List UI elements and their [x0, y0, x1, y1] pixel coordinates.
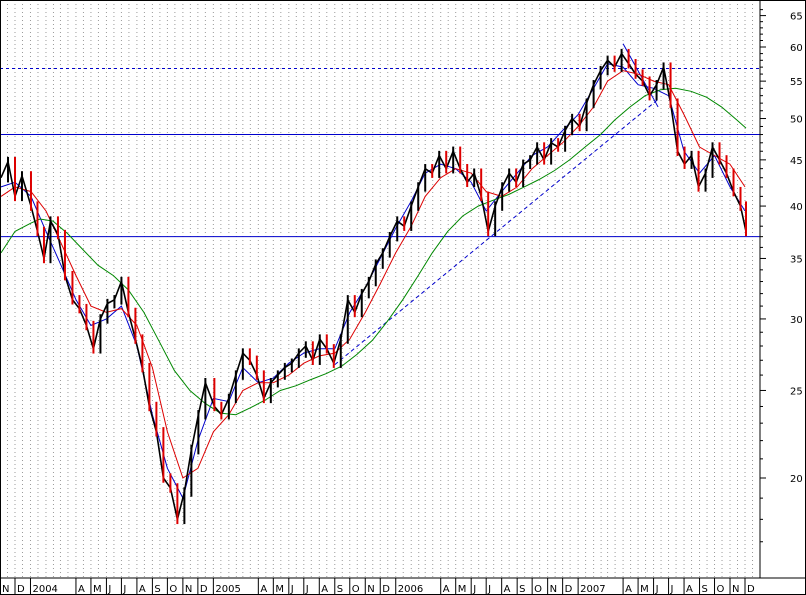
y-tick-label: 50 [790, 115, 803, 126]
x-month-label: S [702, 584, 708, 595]
x-month-label: A [321, 584, 328, 595]
x-month-label: J [487, 584, 491, 595]
x-month-label: O [717, 584, 725, 595]
x-month-label: S [519, 584, 525, 595]
price-series-line [0, 52, 747, 520]
x-month-label: D [565, 584, 573, 595]
x-year-label: 2004 [32, 584, 57, 595]
x-month-label: A [686, 584, 693, 595]
x-month-label: N [550, 584, 557, 595]
x-month-label: D [382, 584, 390, 595]
x-month-label: J [472, 584, 476, 595]
x-month-label: N [732, 584, 739, 595]
moving-averages [0, 63, 747, 500]
x-month-label: M [458, 584, 467, 595]
price-line [0, 48, 748, 525]
x-month-label: M [640, 584, 649, 595]
x-month-label: O [352, 584, 360, 595]
y-tick-label: 40 [790, 202, 803, 213]
horizontal-levels [0, 68, 760, 238]
y-axis-labels: 65 60 55 50 45 40 35 30 25 20 [790, 12, 803, 485]
x-month-label: A [260, 584, 267, 595]
x-year-label: 2006 [398, 584, 423, 595]
x-month-label: D [747, 584, 755, 595]
x-month-label: O [169, 584, 177, 595]
x-month-label: A [625, 584, 632, 595]
trend-line [334, 98, 659, 366]
x-month-label: J [107, 584, 111, 595]
x-month-label: J [305, 584, 309, 595]
x-month-label: M [93, 584, 102, 595]
x-month-label: D [17, 584, 25, 595]
x-month-label: D [200, 584, 208, 595]
y-tick-label: 65 [790, 12, 803, 23]
overlay-series-3 [0, 87, 747, 416]
y-tick-label: 30 [790, 315, 803, 326]
x-axis-labels: N D 2004 A M J J A S O N D 2005 A M J J A S O N D 2006 A M J J A S O N… [0, 578, 755, 595]
x-month-label: N [2, 584, 9, 595]
x-month-label: J [290, 584, 294, 595]
x-month-label: N [367, 584, 374, 595]
y-tick-label: 35 [790, 254, 803, 265]
x-month-label: A [139, 584, 146, 595]
x-month-label: A [443, 584, 450, 595]
x-month-label: S [337, 584, 343, 595]
x-month-label: J [122, 584, 126, 595]
y-tick-label: 60 [790, 43, 803, 54]
x-month-label: N [185, 584, 192, 595]
x-year-label: 2005 [215, 584, 240, 595]
x-month-label: S [154, 584, 160, 595]
x-month-label: A [504, 584, 511, 595]
x-month-label: J [655, 584, 659, 595]
x-month-label: A [78, 584, 85, 595]
y-tick-label: 20 [790, 474, 803, 485]
x-month-label: O [534, 584, 542, 595]
y-tick-label: 55 [790, 77, 803, 88]
x-month-label: J [670, 584, 674, 595]
y-tick-label: 25 [790, 386, 803, 397]
x-month-label: M [275, 584, 284, 595]
y-tick-label: 45 [790, 156, 803, 167]
overlay-series-2 [0, 70, 746, 479]
x-year-label: 2007 [580, 584, 605, 595]
